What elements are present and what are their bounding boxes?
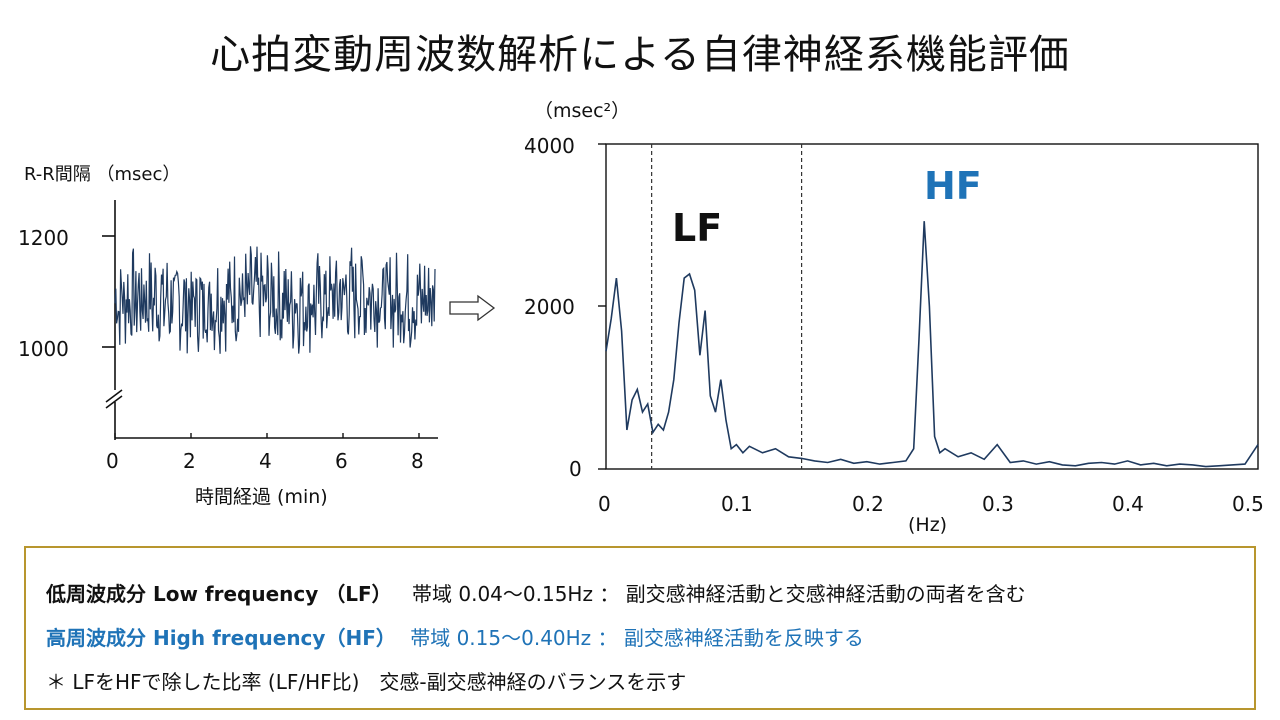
legend-line-hf: 高周波成分 High frequency（HF） 帯域 0.15～0.40Hz … [46,622,864,651]
right-y-tick-2000: 2000 [524,295,575,319]
legend-line-ratio: ＊ LFをHFで除した比率 (LF/HF比) 交感-副交感神経のバランスを示す [46,670,687,694]
left-y-tick-1000: 1000 [18,337,69,361]
right-chart-plot [598,143,1259,470]
right-x-tick-0.4: 0.4 [1112,492,1144,516]
legend-lf-band: 帯域 0.04～0.15Hz ： 副交感神経活動と交感神経活動の両者を含む [412,582,1026,606]
right-y-tick-4000: 4000 [524,134,575,158]
left-chart-ylabel: R-R間隔 （msec） [24,164,181,185]
left-x-tick-6: 6 [335,449,348,473]
left-chart-plot [102,200,438,440]
rr-interval-series [114,246,436,354]
left-chart-xlabel: 時間経過 (min) [195,486,328,508]
right-chart-xlabel: (Hz) [908,514,948,536]
left-x-tick-0: 0 [106,449,119,473]
legend-box: 低周波成分 Low frequency （LF） 帯域 0.04～0.15Hz … [24,546,1256,710]
right-x-tick-0.1: 0.1 [721,492,753,516]
hf-band-label: HF [924,164,982,208]
legend-hf-name: 高周波成分 High frequency（HF） [46,626,396,650]
right-y-tick-0: 0 [569,457,582,481]
right-chart-ylabel: （msec²） [534,100,631,122]
page-title: 心拍変動周波数解析による自律神経系機能評価 [210,32,1070,78]
legend-hf-band: 帯域 0.15～0.40Hz ： 副交感神経活動を反映する [410,626,864,650]
right-x-tick-0.5: 0.5 [1232,492,1264,516]
left-x-tick-2: 2 [183,449,196,473]
right-x-tick-0: 0 [598,492,611,516]
right-hollow-arrow-icon [449,294,496,322]
lf-band-label: LF [672,206,723,250]
legend-line-lf: 低周波成分 Low frequency （LF） 帯域 0.04～0.15Hz … [46,578,1026,607]
left-x-tick-4: 4 [259,449,272,473]
legend-lf-name: 低周波成分 Low frequency （LF） [46,582,392,606]
left-y-tick-1200: 1200 [18,226,69,250]
right-x-tick-0.2: 0.2 [852,492,884,516]
left-x-tick-8: 8 [411,449,424,473]
axis-break-mark-2 [105,395,123,409]
right-x-tick-0.3: 0.3 [982,492,1014,516]
axis-break-mark-1 [105,389,123,403]
power-spectrum-series [605,221,1259,468]
